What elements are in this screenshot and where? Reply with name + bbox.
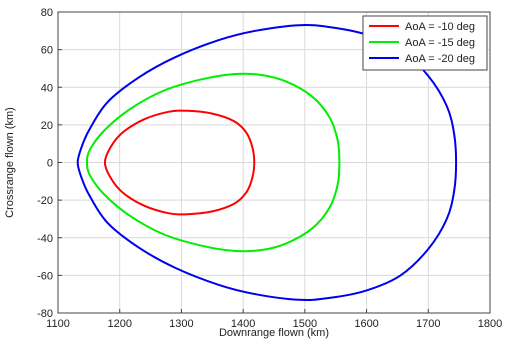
- legend-label: AoA = -15 deg: [405, 37, 475, 49]
- y-tick-label: -80: [37, 308, 53, 320]
- y-tick-label: -20: [37, 195, 53, 207]
- x-tick-label: 1300: [169, 318, 193, 330]
- y-tick-label: 20: [41, 120, 53, 132]
- x-tick-label: 1100: [46, 318, 70, 330]
- x-tick-label: 1400: [231, 318, 255, 330]
- y-tick-label: -60: [37, 270, 53, 282]
- y-tick-label: -40: [37, 233, 53, 245]
- series-line-2: [85, 72, 341, 253]
- x-tick-label: 1600: [354, 318, 378, 330]
- y-axis-label: Crossrange flown (km): [4, 107, 16, 218]
- y-tick-label: 0: [47, 158, 53, 170]
- ticks: 1100 1200 1300 1400 1500 1600 1700 1800 -80 -60 -4…: [37, 7, 502, 330]
- y-tick-label: 80: [41, 7, 53, 19]
- x-tick-label: 1200: [107, 318, 131, 330]
- series-line-1: [103, 109, 256, 216]
- x-axis-label: Downrange flown (km): [219, 327, 329, 339]
- x-tick-label: 1700: [416, 318, 440, 330]
- y-tick-label: 40: [41, 82, 53, 94]
- legend-label: AoA = -20 deg: [405, 53, 475, 65]
- y-tick-label: 60: [41, 45, 53, 57]
- legend: AoA = -10 deg AoA = -15 deg AoA = -20 deg: [362, 15, 488, 71]
- x-tick-label: 1500: [293, 318, 317, 330]
- x-tick-label: 1800: [478, 318, 502, 330]
- legend-label: AoA = -10 deg: [405, 21, 475, 33]
